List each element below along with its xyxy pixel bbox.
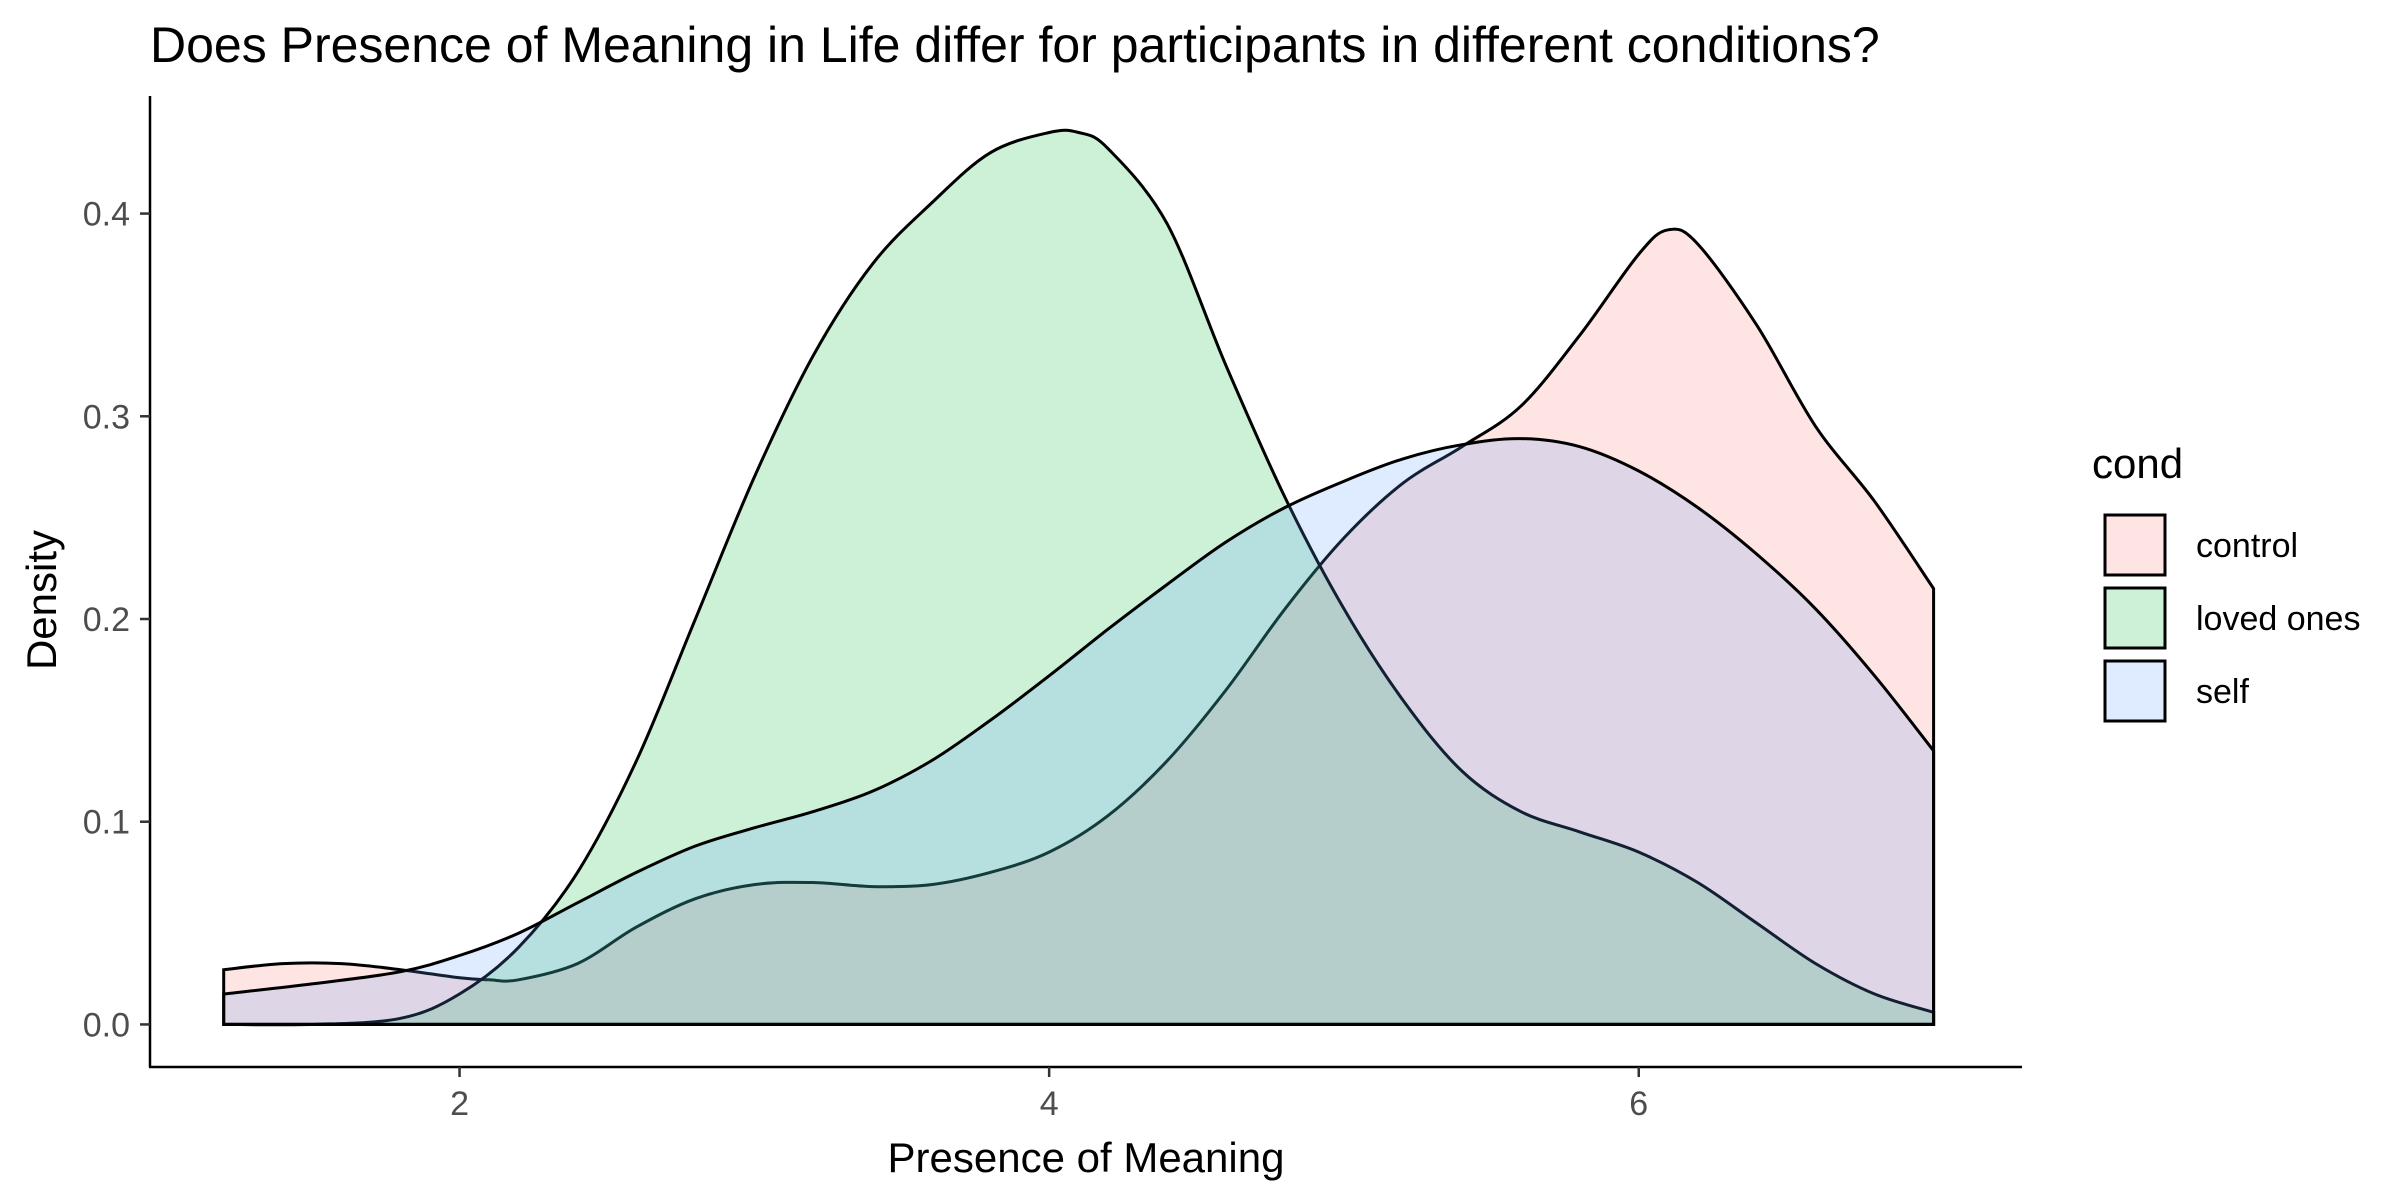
legend: cond control loved ones self: [2092, 440, 2360, 724]
y-axis-ticks: 0.0 0.1 0.2 0.3 0.4: [83, 196, 150, 1044]
y-tick-label: 0.1: [83, 804, 130, 842]
legend-key-background: [2102, 585, 2168, 651]
legend-key-self: [2103, 659, 2167, 723]
legend-key-control: [2103, 513, 2167, 577]
x-tick-label: 6: [1629, 1085, 1648, 1123]
density-area-control: [222, 227, 1936, 1026]
chart-title: Does Presence of Meaning in Life differ …: [150, 17, 1880, 73]
legend-label: loved ones: [2196, 600, 2360, 638]
y-tick-label: 0.4: [83, 196, 130, 234]
legend-key-background: [2102, 512, 2168, 578]
x-axis-title: Presence of Meaning: [888, 1134, 1285, 1181]
density-area-self: [222, 437, 1936, 1026]
x-axis-ticks: 2 4 6: [450, 1067, 1648, 1123]
y-tick-label: 0.0: [83, 1006, 130, 1044]
legend-label: control: [2196, 527, 2298, 565]
y-axis-title: Density: [18, 530, 65, 670]
y-tick-label: 0.2: [83, 601, 130, 639]
legend-label: self: [2196, 673, 2249, 711]
x-tick-label: 4: [1040, 1085, 1059, 1123]
legend-key-loved-ones: [2103, 586, 2167, 650]
legend-key-background: [2102, 658, 2168, 724]
legend-title: cond: [2092, 440, 2183, 487]
y-tick-label: 0.3: [83, 398, 130, 436]
density-areas: [222, 128, 1936, 1027]
density-area-loved-ones: [223, 128, 1936, 1027]
x-tick-label: 2: [450, 1085, 469, 1123]
